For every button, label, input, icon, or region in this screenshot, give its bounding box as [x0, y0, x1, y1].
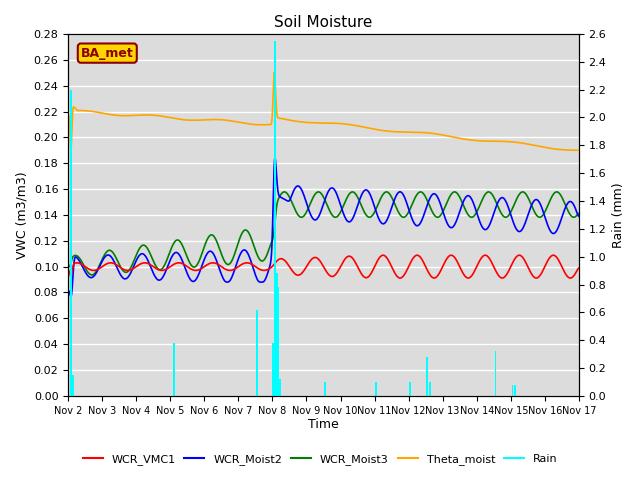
Bar — [70, 90, 72, 396]
Bar — [324, 382, 326, 396]
Bar — [511, 385, 513, 396]
Bar — [276, 274, 278, 396]
Bar — [514, 385, 516, 396]
Y-axis label: VWC (m3/m3): VWC (m3/m3) — [15, 171, 28, 259]
Legend: WCR_VMC1, WCR_Moist2, WCR_Moist3, Theta_moist, Rain: WCR_VMC1, WCR_Moist2, WCR_Moist3, Theta_… — [78, 450, 562, 469]
X-axis label: Time: Time — [308, 419, 339, 432]
Text: BA_met: BA_met — [81, 47, 134, 60]
Bar — [272, 343, 274, 396]
Bar — [410, 382, 411, 396]
Y-axis label: Rain (mm): Rain (mm) — [612, 182, 625, 248]
Bar — [275, 41, 276, 396]
Bar — [376, 382, 377, 396]
Title: Soil Moisture: Soil Moisture — [275, 15, 372, 30]
Bar — [429, 382, 431, 396]
Bar — [256, 310, 258, 396]
Bar — [72, 375, 74, 396]
Bar — [495, 351, 496, 396]
Bar — [173, 343, 175, 396]
Bar — [278, 288, 280, 396]
Bar — [426, 357, 428, 396]
Bar — [280, 379, 281, 396]
